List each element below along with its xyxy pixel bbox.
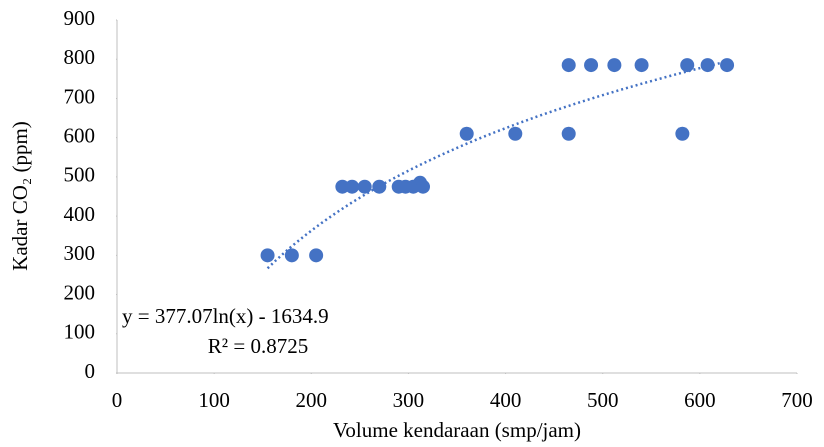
y-tick-label: 500 [64,163,96,187]
point [584,58,599,73]
point [335,179,350,194]
x-tick-label: 200 [296,388,328,412]
y-axis-title: Kadar CO₂ (ppm) [8,121,32,271]
trendline [266,60,728,270]
x-axis-title: Volume kendaraan (smp/jam) [333,418,581,442]
point [357,179,372,194]
point [309,248,324,263]
point [508,126,523,141]
point [680,58,695,73]
x-tick-label: 400 [490,388,522,412]
point [675,126,690,141]
x-tick-label: 100 [198,388,230,412]
point [700,58,715,73]
point [372,179,387,194]
point [459,126,474,141]
y-tick-label: 0 [85,359,96,383]
y-tick-label: 900 [64,6,96,30]
y-tick-label: 300 [64,241,96,265]
y-tick-label: 100 [64,320,96,344]
y-tick-label: 800 [64,45,96,69]
point [634,58,649,73]
point [345,179,360,194]
x-tick-label: 700 [781,388,813,412]
point [720,58,735,73]
x-tick-label: 0 [112,388,123,412]
point [260,248,275,263]
y-tick-label: 600 [64,123,96,147]
x-tick-label: 500 [587,388,619,412]
trend-r2: R² = 0.8725 [208,334,308,358]
x-tick-label: 300 [393,388,425,412]
point [561,58,576,73]
point [416,179,430,194]
point [284,248,299,263]
trend-equation: y = 377.07ln(x) - 1634.9 [122,304,329,328]
y-tick-label: 400 [64,202,96,226]
point [607,58,622,73]
y-tick-label: 700 [64,84,96,108]
x-tick-label: 600 [684,388,716,412]
point [561,126,576,141]
y-tick-label: 200 [64,280,96,304]
